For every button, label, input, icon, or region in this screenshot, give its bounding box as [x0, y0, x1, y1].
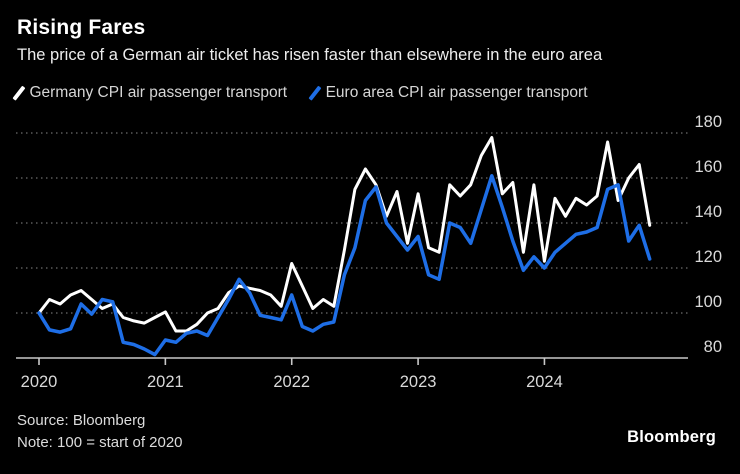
- page-title: Rising Fares: [17, 16, 146, 39]
- chart-legend: Germany CPI air passenger transport Euro…: [12, 84, 588, 102]
- y-axis-label: 80: [704, 338, 722, 356]
- y-axis-label: 100: [694, 293, 722, 311]
- y-axis-label: 160: [694, 158, 722, 176]
- gridlines: [16, 132, 688, 314]
- y-axis-label: 140: [694, 203, 722, 221]
- x-axis: [16, 357, 688, 365]
- legend-label-germany: Germany CPI air passenger transport: [29, 84, 288, 101]
- x-axis-label: 2024: [526, 373, 563, 391]
- x-axis-label: 2022: [273, 373, 310, 391]
- x-axis-label: 2021: [147, 373, 184, 391]
- legend-label-euro-area: Euro area CPI air passenger transport: [325, 84, 588, 101]
- source-text: Source: Bloomberg: [17, 412, 146, 429]
- legend-item-germany: Germany CPI air passenger transport: [12, 84, 288, 102]
- x-axis-label: 2023: [400, 373, 437, 391]
- data-series: [37, 136, 652, 357]
- axis-labels: 80 100 120 140 160 180 2020 2021 2022 2023 2024: [21, 113, 722, 391]
- x-axis-label: 2020: [21, 373, 58, 391]
- legend-item-euro-area: Euro area CPI air passenger transport: [308, 84, 588, 102]
- chart-subtitle: The price of a German air ticket has ris…: [17, 46, 603, 64]
- note-text: Note: 100 = start of 2020: [17, 434, 183, 451]
- euro-area-series-line: [37, 174, 652, 357]
- bloomberg-logo: Bloomberg: [627, 428, 716, 446]
- y-axis-label: 120: [694, 248, 722, 266]
- germany-series-line: [37, 136, 652, 333]
- y-axis-label: 180: [694, 113, 722, 131]
